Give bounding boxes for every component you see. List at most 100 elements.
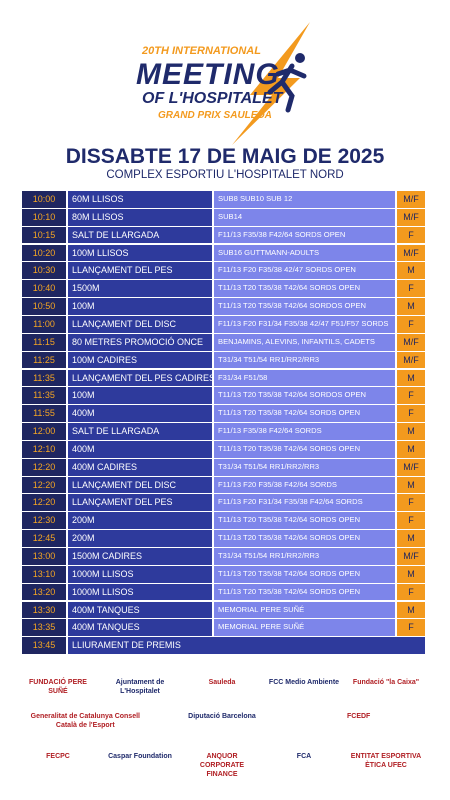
time-cell: 10:20 <box>22 244 66 262</box>
gender-cell: M <box>397 423 425 440</box>
category-cell: T11/13 T20 T35/38 T42/64 SORDOS OPEN <box>214 298 395 315</box>
gender-cell: F <box>397 619 425 637</box>
category-cell: BENJAMINS, ALEVINS, INFANTILS, CADETS <box>214 333 395 351</box>
category-cell: T11/13 T20 T35/38 T42/64 SORDS OPEN <box>214 530 395 547</box>
time-cell: 12:45 <box>22 530 66 547</box>
gender-cell: M/F <box>397 333 425 351</box>
gender-cell: F <box>397 226 425 244</box>
time-cell: 12:20 <box>22 476 66 494</box>
time-cell: 13:30 <box>22 601 66 619</box>
category-cell: SUB16 GUTTMANN-ADULTS <box>214 244 395 262</box>
event-cell: 100M <box>68 298 212 315</box>
time-cell: 11:55 <box>22 405 66 422</box>
gender-cell: M/F <box>397 351 425 369</box>
gender-cell: F <box>397 280 425 298</box>
time-cell: 13:00 <box>22 548 66 565</box>
sponsor-logo: ENTITAT ESPORTIVA ÈTICA UFEC <box>350 753 422 769</box>
time-cell: 12:20 <box>22 458 66 476</box>
event-cell: 200M <box>68 512 212 530</box>
time-cell: 10:30 <box>22 262 66 280</box>
gender-cell: M/F <box>397 458 425 476</box>
gender-cell: F <box>397 387 425 405</box>
event-cell: 200M <box>68 530 212 547</box>
category-cell: T11/13 T20 T35/38 T42/64 SORDS OPEN <box>214 565 395 583</box>
sponsor-logo: FUNDACIÓ PERE SUÑÉ <box>29 679 87 695</box>
sponsor-logo: Fundació "la Caixa" <box>352 679 420 686</box>
gender-cell: M <box>397 298 425 315</box>
category-cell: T31/34 T51/54 RR1/RR2/RR3 <box>214 458 395 476</box>
gender-cell: M <box>397 565 425 583</box>
meeting-title: MEETING <box>136 58 280 91</box>
sponsor-logo: FCEDF <box>346 713 371 720</box>
gender-cell: M/F <box>397 191 425 208</box>
time-cell: 10:00 <box>22 191 66 208</box>
event-cell: 100M <box>68 387 212 405</box>
category-cell: T11/13 T20 T35/38 T42/64 SORDS OPEN <box>214 583 395 601</box>
time-cell: 10:15 <box>22 226 66 244</box>
lightning-bolt <box>232 22 310 145</box>
event-cell: 400M TANQUES <box>68 601 212 619</box>
category-cell: T11/13 T20 T35/38 T42/64 SORDS OPEN <box>214 512 395 530</box>
event-cell: 400M CADIRES <box>68 458 212 476</box>
sponsor-logo: Generalitat de Catalunya Consell Català … <box>30 713 140 729</box>
runner-head <box>295 53 305 63</box>
gender-cell: M/F <box>397 208 425 226</box>
sponsor-logo: ANQUOR CORPORATE FINANCE <box>199 753 245 778</box>
category-cell: T11/13 T20 T35/38 T42/64 SORDS OPEN <box>214 280 395 298</box>
event-cell: SALT DE LLARGADA <box>68 423 212 440</box>
time-cell: 13:10 <box>22 565 66 583</box>
sponsor-logo: Diputació Barcelona <box>188 713 256 720</box>
category-cell: F11/13 F20 F35/38 F42/64 SORDS <box>214 476 395 494</box>
sponsor-logo: Caspar Foundation <box>108 753 172 760</box>
event-cell: 100M CADIRES <box>68 351 212 369</box>
sponsor-logo: FCA <box>296 753 312 760</box>
gender-cell: M <box>397 476 425 494</box>
event-cell: LLANÇAMENT DEL DISC <box>68 315 212 333</box>
time-cell: 10:40 <box>22 280 66 298</box>
gender-cell: F <box>397 512 425 530</box>
gender-cell: M/F <box>397 548 425 565</box>
sponsor-logo: Sauleda <box>208 679 236 686</box>
event-cell: 400M TANQUES <box>68 619 212 637</box>
gender-cell: M <box>397 440 425 458</box>
time-cell: 11:15 <box>22 333 66 351</box>
time-cell: 11:35 <box>22 387 66 405</box>
category-cell: F11/13 F20 F31/34 F35/38 42/47 F51/F57 S… <box>214 315 395 333</box>
gender-cell: M/F <box>397 244 425 262</box>
category-cell: T11/13 T20 T35/38 T42/64 SORDS OPEN <box>214 440 395 458</box>
gender-cell: F <box>397 405 425 422</box>
gender-cell: F <box>397 583 425 601</box>
venue: COMPLEX ESPORTIU L'HOSPITALET NORD <box>106 169 344 181</box>
event-cell: 1000M LLISOS <box>68 583 212 601</box>
time-cell: 13:35 <box>22 619 66 637</box>
sponsor-logo: Ajuntament de L'Hospitalet <box>115 679 165 695</box>
event-cell: LLANÇAMENT DEL PES <box>68 494 212 512</box>
category-cell: F11/13 F20 F35/38 42/47 SORDS OPEN <box>214 262 395 280</box>
gender-cell: M <box>397 601 425 619</box>
category-cell: T31/34 T51/54 RR1/RR2/RR3 <box>214 351 395 369</box>
time-cell: 12:30 <box>22 512 66 530</box>
event-cell: LLANÇAMENT DEL PES CADIRES <box>68 369 212 387</box>
category-cell: F11/13 F35/38 F42/64 SORDS OPEN <box>214 226 395 244</box>
time-cell: 10:50 <box>22 298 66 315</box>
category-cell: F11/13 F35/38 F42/64 SORDS <box>214 423 395 440</box>
time-cell: 13:20 <box>22 583 66 601</box>
category-cell: T31/34 T51/54 RR1/RR2/RR3 <box>214 548 395 565</box>
event-cell: SALT DE LLARGADA <box>68 226 212 244</box>
category-cell: SUB14 <box>214 208 395 226</box>
category-cell: SUB8 SUB10 SUB 12 <box>214 191 395 208</box>
time-cell: 12:00 <box>22 423 66 440</box>
gender-cell: M <box>397 262 425 280</box>
event-cell: 1500M <box>68 280 212 298</box>
time-cell: 12:10 <box>22 440 66 458</box>
gender-cell: M <box>397 530 425 547</box>
category-cell: T11/13 T20 T35/38 T42/64 SORDS OPEN <box>214 405 395 422</box>
gender-cell: M <box>397 369 425 387</box>
time-cell: 11:35 <box>22 369 66 387</box>
event-cell: LLANÇAMENT DEL DISC <box>68 476 212 494</box>
logo-art <box>232 22 310 145</box>
category-cell: T11/13 T20 T35/38 T42/64 SORDOS OPEN <box>214 387 395 405</box>
grand-prix: GRAND PRIX SAULEDA <box>158 110 272 121</box>
category-cell: MEMORIAL PERE SUÑÉ <box>214 601 395 619</box>
